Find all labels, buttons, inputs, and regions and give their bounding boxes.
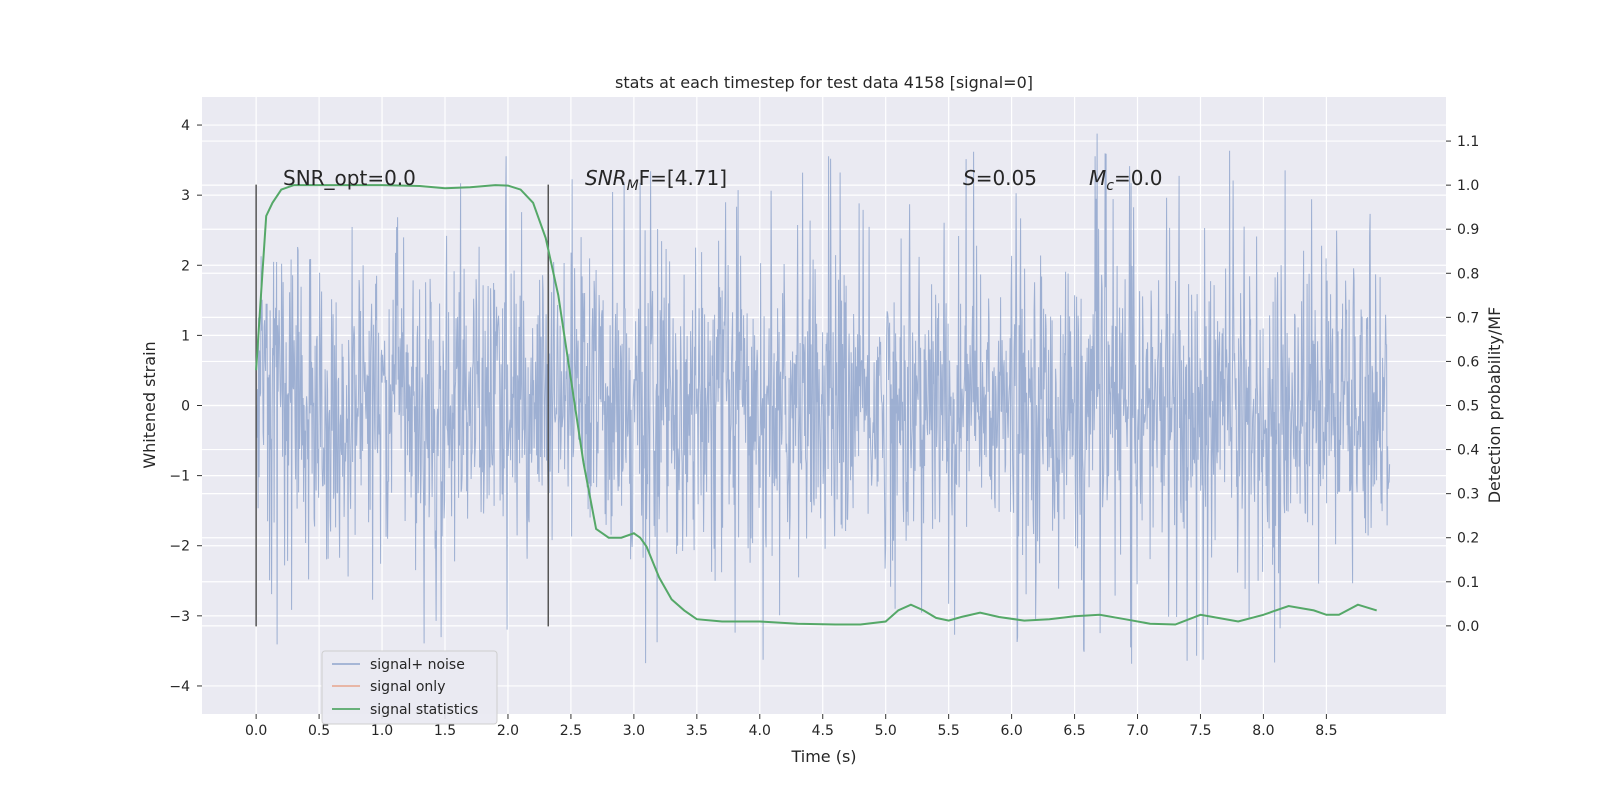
y-left-tick-label: 0 — [181, 399, 190, 415]
x-tick-label: 0.0 — [245, 723, 267, 739]
annotation-mc-sub: c — [1106, 178, 1114, 194]
x-tick-label: 8.0 — [1252, 723, 1274, 739]
x-tick-label: 3.5 — [686, 723, 708, 739]
y-right-tick-label: 0.3 — [1457, 487, 1479, 503]
annotations: SNR_opt=0.0 SNRMF=[4.71] S=0.05 Mc=0.0 — [283, 166, 1163, 194]
y-right-tick-label: 0.0 — [1457, 619, 1479, 635]
y-right-tick-label: 0.1 — [1457, 575, 1479, 591]
x-axis-ticks: 0.0 0.5 1.0 1.5 2.0 2.5 3.0 3.5 4.0 4.5 5.0 5.5 6.0 6… — [245, 714, 1338, 739]
y-left-tick-label: −2 — [169, 539, 190, 555]
y-right-axis-label: Detection probability/MF — [1485, 307, 1504, 504]
x-tick-label: 4.0 — [749, 723, 771, 739]
y-right-tick-label: 0.5 — [1457, 399, 1479, 415]
annotation-snr-mf-tail: F=[4.71] — [639, 166, 727, 190]
window-markers — [255, 184, 550, 627]
x-tick-label: 4.5 — [812, 723, 834, 739]
y-left-tick-label: −3 — [169, 609, 190, 625]
annotation-snr-mf-sub: M — [627, 178, 639, 194]
y-right-tick-label: 1.1 — [1457, 134, 1479, 150]
y-right-tick-label: 0.4 — [1457, 443, 1479, 459]
legend-label-signal-only: signal only — [370, 679, 445, 695]
y-left-tick-label: −1 — [169, 469, 190, 485]
legend-box — [321, 650, 498, 725]
legend: signal+ noise signal only signal statist… — [321, 650, 498, 725]
y-right-tick-label: 0.2 — [1457, 531, 1479, 547]
x-tick-label: 7.5 — [1189, 723, 1211, 739]
y-left-tick-label: −4 — [169, 679, 190, 695]
y-left-axis-label: Whitened strain — [140, 341, 159, 468]
x-tick-label: 1.0 — [371, 723, 393, 739]
y-right-tick-label: 0.9 — [1457, 222, 1479, 238]
legend-label-signal-noise: signal+ noise — [370, 657, 465, 673]
y-left-tick-label: 1 — [181, 328, 190, 344]
annotation-snr-mf-main: SNR — [585, 166, 627, 190]
annotation-mc: Mc=0.0 — [1089, 166, 1163, 194]
x-tick-label: 3.0 — [623, 723, 645, 739]
x-tick-label: 2.5 — [560, 723, 582, 739]
y-right-tick-label: 0.8 — [1457, 266, 1479, 282]
y-right-axis-ticks: 0.0 0.1 0.2 0.3 0.4 0.5 0.6 0.7 0.8 0.9 1.0 1.1 — [1446, 134, 1479, 635]
x-tick-label: 7.0 — [1126, 723, 1148, 739]
y-right-tick-label: 1.0 — [1457, 178, 1479, 194]
annotation-s-main: S — [963, 166, 976, 190]
x-axis-label: Time (s) — [790, 747, 856, 766]
annotation-s-tail: =0.05 — [976, 166, 1037, 190]
y-right-tick-label: 0.6 — [1457, 354, 1479, 370]
y-left-tick-label: 3 — [181, 188, 190, 204]
x-tick-label: 2.0 — [497, 723, 519, 739]
y-left-tick-label: 4 — [181, 118, 190, 134]
x-tick-label: 1.5 — [434, 723, 456, 739]
x-tick-label: 5.0 — [875, 723, 897, 739]
annotation-snr-opt: SNR_opt=0.0 — [283, 166, 416, 190]
y-right-tick-label: 0.7 — [1457, 310, 1479, 326]
chart-title: stats at each timestep for test data 415… — [615, 73, 1033, 92]
x-tick-label: 0.5 — [308, 723, 330, 739]
x-tick-label: 6.5 — [1063, 723, 1085, 739]
y-left-axis-ticks: −4 −3 −2 −1 0 1 2 3 4 — [169, 118, 202, 695]
annotation-mc-main: M — [1089, 166, 1106, 190]
annotation-snr-mf: SNRMF=[4.71] — [585, 166, 727, 194]
x-tick-label: 8.5 — [1315, 723, 1337, 739]
signal-statistics-series — [255, 184, 1377, 626]
legend-label-signal-statistics: signal statistics — [370, 702, 478, 718]
y-left-tick-label: 2 — [181, 258, 190, 274]
x-tick-label: 5.5 — [938, 723, 960, 739]
x-tick-label: 6.0 — [1000, 723, 1022, 739]
signal-statistics-line — [255, 184, 1377, 626]
annotation-mc-tail: =0.0 — [1114, 166, 1163, 190]
annotation-s: S=0.05 — [963, 166, 1037, 190]
